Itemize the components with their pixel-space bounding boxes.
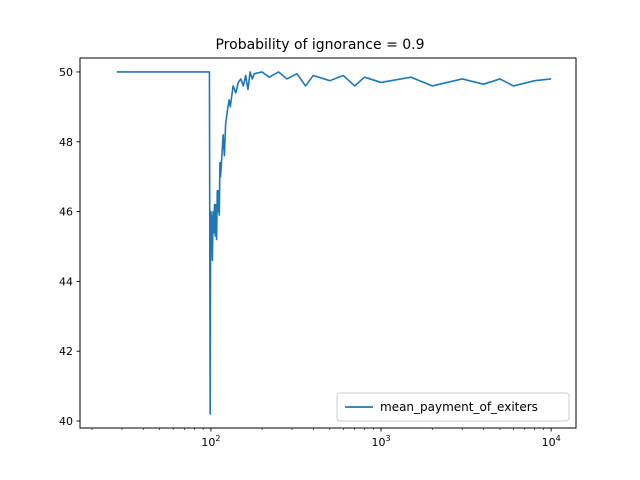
x-axis: 102 103 104 (91, 428, 561, 449)
legend-label: mean_payment_of_exiters (380, 400, 538, 414)
axes-frame (79, 57, 577, 429)
y-tick-label: 42 (59, 345, 73, 358)
y-tick-label: 46 (59, 206, 73, 219)
x-tick-label: 104 (542, 434, 561, 449)
chart-title: Probability of ignorance = 0.9 (215, 37, 424, 53)
legend-box (336, 392, 570, 422)
y-tick-label: 44 (59, 275, 73, 288)
x-tick-label: 103 (371, 434, 390, 449)
y-tick-label: 48 (59, 136, 73, 149)
plot-area (116, 71, 552, 415)
x-tick-label: 102 (201, 434, 220, 449)
y-tick-label: 50 (59, 66, 73, 79)
y-axis: 40 42 44 46 48 50 (59, 66, 80, 428)
legend: mean_payment_of_exiters (336, 392, 570, 422)
y-tick-label: 40 (59, 415, 73, 428)
series-line-0 (116, 71, 552, 415)
